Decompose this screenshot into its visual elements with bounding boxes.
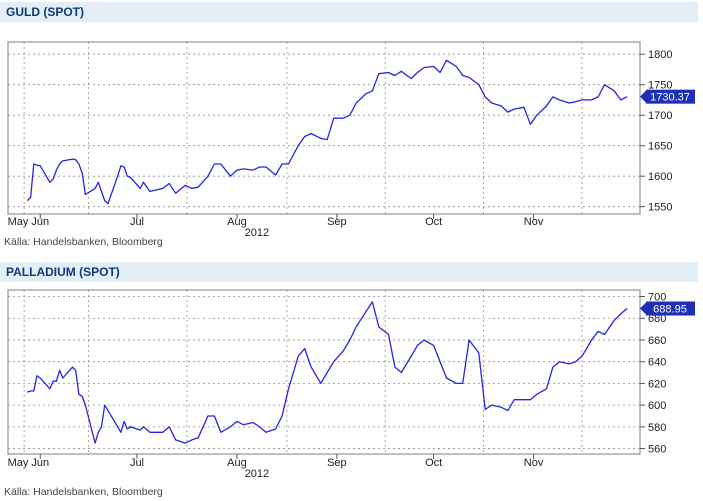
x-month-label: Aug xyxy=(227,457,247,469)
x-month-label: Jul xyxy=(130,216,144,228)
y-tick-label: 700 xyxy=(648,292,666,304)
x-month-label: Jul xyxy=(130,457,144,469)
x-month-label: Nov xyxy=(524,216,544,228)
last-value-badge xyxy=(646,301,695,316)
plot-frame xyxy=(7,41,641,215)
gold-panel: GULD (SPOT) 1550 1600 1650 1700 1750 1800 May J… xyxy=(0,2,698,248)
y-tick-label: 1600 xyxy=(648,171,672,183)
x-month-label: Sep xyxy=(327,216,347,228)
palladium-title: PALLADIUM (SPOT) xyxy=(6,265,120,279)
last-value-label: 688.95 xyxy=(653,304,687,316)
y-tick-label: 1800 xyxy=(648,49,672,61)
series-line xyxy=(27,301,628,444)
palladium-chart: 560 580 600 620 640 660 680 700 May Jun Jul Aug Sep O… xyxy=(7,289,695,480)
plot-frame xyxy=(7,289,641,455)
gold-source: Källa: Handelsbanken, Bloomberg xyxy=(4,236,163,248)
series-line xyxy=(26,59,628,205)
x-month-label: Jun xyxy=(31,457,49,469)
x-year-label: 2012 xyxy=(245,468,269,480)
y-tick-label: 1550 xyxy=(648,202,672,214)
palladium-panel: PALLADIUM (SPOT) 560 580 600 620 640 660 680 70… xyxy=(0,260,703,501)
last-value-pointer xyxy=(640,302,646,315)
x-month-label: Aug xyxy=(227,216,247,228)
y-tick-label: 580 xyxy=(648,422,666,434)
y-tick-label: 1700 xyxy=(648,110,672,122)
x-month-label: Sep xyxy=(327,457,347,469)
x-month-label: Oct xyxy=(425,216,442,228)
x-month-label: Oct xyxy=(425,457,442,469)
y-tick-label: 1650 xyxy=(648,141,672,153)
last-value-badge xyxy=(646,89,695,104)
y-tick-label: 560 xyxy=(648,444,666,456)
y-tick-label: 660 xyxy=(648,335,666,347)
x-year-label: 2012 xyxy=(245,227,269,238)
y-tick-label: 640 xyxy=(648,357,666,369)
last-value-pointer xyxy=(640,90,646,103)
y-tick-label: 1750 xyxy=(648,80,672,92)
gold-header: GULD (SPOT) xyxy=(0,2,698,22)
x-month-label: Jun xyxy=(31,216,49,228)
y-tick-label: 620 xyxy=(648,378,666,390)
palladium-source: Källa: Handelsbanken, Bloomberg xyxy=(4,486,163,498)
y-tick-label: 600 xyxy=(648,400,666,412)
y-tick-label: 680 xyxy=(648,313,666,325)
x-month-label: May xyxy=(8,457,29,469)
gold-title: GULD (SPOT) xyxy=(6,5,84,19)
last-value-label: 1730.37 xyxy=(650,92,690,104)
x-month-label: Nov xyxy=(524,457,544,469)
palladium-header: PALLADIUM (SPOT) xyxy=(0,262,698,282)
gold-chart: 1550 1600 1650 1700 1750 1800 May Jun Jul Aug Sep O… xyxy=(7,41,695,238)
x-month-label: May xyxy=(8,216,29,228)
